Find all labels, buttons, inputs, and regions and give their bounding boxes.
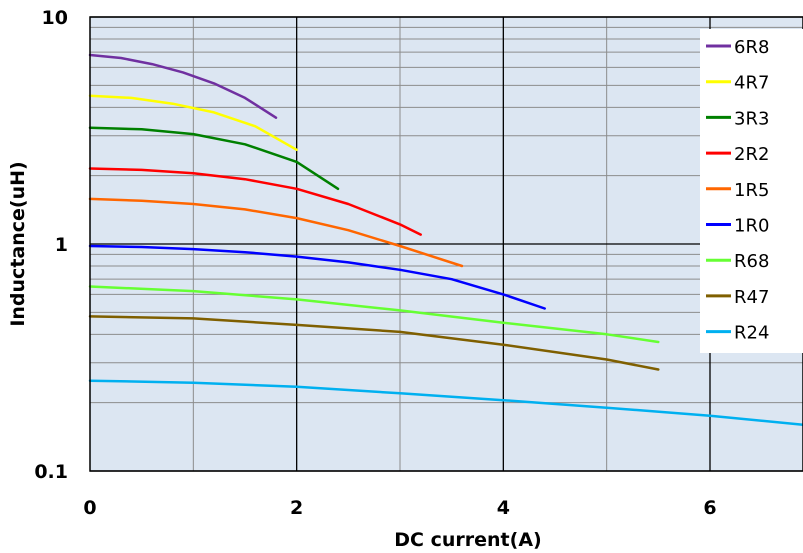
y-tick-label: 0.1 xyxy=(34,461,68,483)
legend-label-4r7: 4R7 xyxy=(734,73,769,94)
series-line-1r0 xyxy=(88,244,546,310)
legend-label-r47: R47 xyxy=(734,287,769,308)
legend-label-3r3: 3R3 xyxy=(734,108,769,129)
y-axis-ticks: 0.1 1 10 xyxy=(34,7,68,483)
series-line-3r3 xyxy=(88,126,340,191)
legend-label-r68: R68 xyxy=(734,251,769,272)
series-line-6r8 xyxy=(88,53,278,119)
y-tick-label: 10 xyxy=(42,7,68,29)
series-line-1r5 xyxy=(88,197,464,268)
series-line-r24 xyxy=(88,379,803,426)
legend: 6R8 4R7 3R3 2R2 1R5 1R0 R68 R47 R24 xyxy=(700,29,803,353)
x-axis-ticks: 0 2 4 6 xyxy=(83,497,716,519)
x-tick-label: 6 xyxy=(703,497,716,519)
x-axis-title: DC current(A) xyxy=(394,529,541,551)
series-line-r68 xyxy=(88,285,660,344)
x-tick-label: 4 xyxy=(497,497,510,519)
legend-label-2r2: 2R2 xyxy=(734,144,769,165)
series-line-4r7 xyxy=(88,94,298,152)
series-line-2r2 xyxy=(88,167,422,236)
plot-frame xyxy=(89,16,803,472)
legend-label-1r0: 1R0 xyxy=(734,216,769,237)
x-tick-label: 0 xyxy=(83,497,96,519)
y-axis-title: Inductance(uH) xyxy=(7,161,29,326)
legend-label-6r8: 6R8 xyxy=(734,37,769,58)
minor-gridlines xyxy=(90,17,803,471)
legend-label-r24: R24 xyxy=(734,323,769,344)
series-lines xyxy=(88,53,803,426)
y-tick-label: 1 xyxy=(55,234,68,256)
legend-label-1r5: 1R5 xyxy=(734,180,769,201)
x-tick-label: 2 xyxy=(290,497,303,519)
series-line-r47 xyxy=(88,315,660,371)
